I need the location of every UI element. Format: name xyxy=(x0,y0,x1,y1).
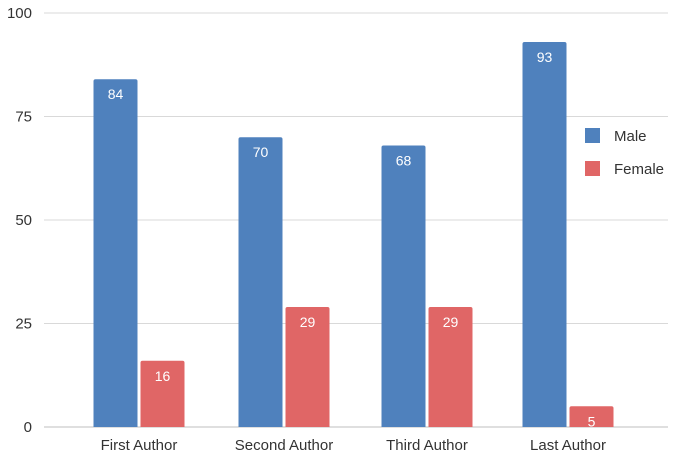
bar-female-second-author xyxy=(285,306,330,427)
data-label: 93 xyxy=(537,49,553,65)
bar-female-first-author xyxy=(140,360,185,427)
y-tick-label: 0 xyxy=(24,419,32,436)
bar-male-second-author xyxy=(238,137,283,427)
legend-swatch-male xyxy=(585,128,600,143)
gridlines xyxy=(44,12,668,428)
data-label: 16 xyxy=(155,368,171,384)
bar-male-third-author xyxy=(381,145,426,428)
data-label: 29 xyxy=(300,314,316,330)
x-axis-category-labels: First Author Second Author Third Author Las… xyxy=(101,437,606,454)
legend-label-female: Female xyxy=(614,161,664,178)
bar-male-last-author xyxy=(522,41,567,427)
data-label: 84 xyxy=(108,86,124,102)
data-label: 29 xyxy=(443,314,459,330)
data-label: 70 xyxy=(253,144,269,160)
x-tick-label: Last Author xyxy=(530,437,606,454)
y-tick-label: 25 xyxy=(15,316,32,333)
y-tick-label: 75 xyxy=(15,109,32,126)
data-label: 5 xyxy=(588,413,596,429)
data-label: 68 xyxy=(396,152,412,168)
y-axis-tick-labels: 0 25 50 75 100 xyxy=(7,5,32,436)
x-tick-label: Second Author xyxy=(235,437,333,454)
x-tick-label: First Author xyxy=(101,437,178,454)
x-tick-label: Third Author xyxy=(386,437,468,454)
bar-female-last-author xyxy=(569,406,614,427)
y-tick-label: 50 xyxy=(15,212,32,229)
legend: Male Female xyxy=(585,128,664,178)
legend-swatch-female xyxy=(585,161,600,176)
bar-male-first-author xyxy=(93,79,138,428)
y-tick-label: 100 xyxy=(7,5,32,22)
bars xyxy=(93,41,614,428)
legend-label-male: Male xyxy=(614,128,647,145)
bar-female-third-author xyxy=(428,306,473,427)
data-labels: 84 16 70 29 68 29 93 5 xyxy=(108,49,596,429)
